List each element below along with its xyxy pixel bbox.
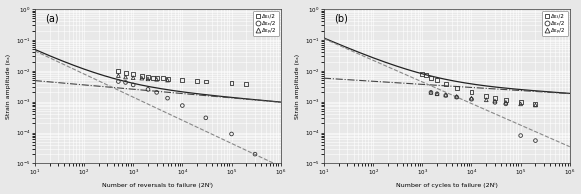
Point bbox=[227, 81, 236, 85]
Point bbox=[516, 134, 525, 137]
Point bbox=[482, 94, 491, 97]
Point bbox=[490, 100, 500, 103]
Point bbox=[426, 91, 436, 94]
Point bbox=[201, 80, 210, 83]
Point bbox=[121, 75, 130, 79]
Point bbox=[148, 76, 157, 79]
Legend: Δεₜ/2, Δεₑ/2, Δεₚ/2: Δεₜ/2, Δεₑ/2, Δεₚ/2 bbox=[253, 11, 279, 36]
Point bbox=[163, 77, 172, 80]
Point bbox=[452, 95, 461, 98]
Point bbox=[114, 69, 123, 72]
Point bbox=[227, 133, 236, 136]
Point bbox=[192, 79, 202, 82]
Point bbox=[531, 103, 540, 107]
Point bbox=[432, 79, 442, 82]
Point bbox=[441, 82, 450, 85]
Text: (b): (b) bbox=[333, 14, 347, 24]
Y-axis label: Strain amplitude (εₐ): Strain amplitude (εₐ) bbox=[6, 54, 10, 119]
Point bbox=[201, 116, 210, 119]
Point bbox=[490, 101, 500, 104]
Point bbox=[516, 102, 525, 105]
Point bbox=[114, 80, 123, 83]
Point bbox=[178, 104, 187, 107]
Point bbox=[144, 75, 153, 78]
Point bbox=[121, 71, 130, 74]
Point bbox=[482, 98, 491, 101]
Point bbox=[152, 77, 162, 80]
Point bbox=[152, 91, 162, 94]
Point bbox=[426, 76, 436, 79]
Point bbox=[158, 77, 167, 80]
Point bbox=[178, 79, 187, 82]
Point bbox=[114, 74, 123, 77]
Point bbox=[516, 101, 525, 104]
Point bbox=[441, 94, 450, 97]
X-axis label: Number of reversals to failure (2Nⁱ): Number of reversals to failure (2Nⁱ) bbox=[102, 182, 213, 188]
Point bbox=[163, 97, 172, 100]
Point bbox=[144, 77, 153, 80]
Point bbox=[422, 74, 431, 77]
Point bbox=[163, 79, 172, 82]
Point bbox=[432, 92, 442, 95]
Point bbox=[467, 98, 476, 101]
Point bbox=[128, 83, 138, 87]
Text: (a): (a) bbox=[45, 14, 58, 24]
Point bbox=[452, 87, 461, 90]
Point bbox=[128, 76, 138, 79]
Point bbox=[432, 92, 442, 95]
Point bbox=[250, 152, 260, 156]
Point bbox=[121, 81, 130, 84]
Point bbox=[441, 94, 450, 97]
Point bbox=[128, 72, 138, 75]
Point bbox=[531, 139, 540, 142]
Point bbox=[426, 91, 436, 94]
Y-axis label: Strain amplitude (εₐ): Strain amplitude (εₐ) bbox=[295, 54, 300, 119]
Point bbox=[467, 97, 476, 100]
Point bbox=[137, 74, 146, 77]
Point bbox=[467, 91, 476, 94]
Point bbox=[501, 102, 511, 105]
Point bbox=[501, 101, 511, 104]
Point bbox=[531, 103, 540, 106]
Legend: Δεₜ/2, Δεₑ/2, Δεₚ/2: Δεₜ/2, Δεₑ/2, Δεₚ/2 bbox=[542, 11, 568, 36]
Point bbox=[452, 96, 461, 99]
Point bbox=[418, 72, 427, 75]
Point bbox=[501, 98, 511, 101]
Point bbox=[137, 77, 146, 80]
Point bbox=[144, 88, 153, 91]
X-axis label: Number of cycles to failure (2Nⁱ): Number of cycles to failure (2Nⁱ) bbox=[396, 182, 498, 188]
Point bbox=[152, 78, 162, 81]
Point bbox=[242, 82, 251, 85]
Point bbox=[490, 96, 500, 99]
